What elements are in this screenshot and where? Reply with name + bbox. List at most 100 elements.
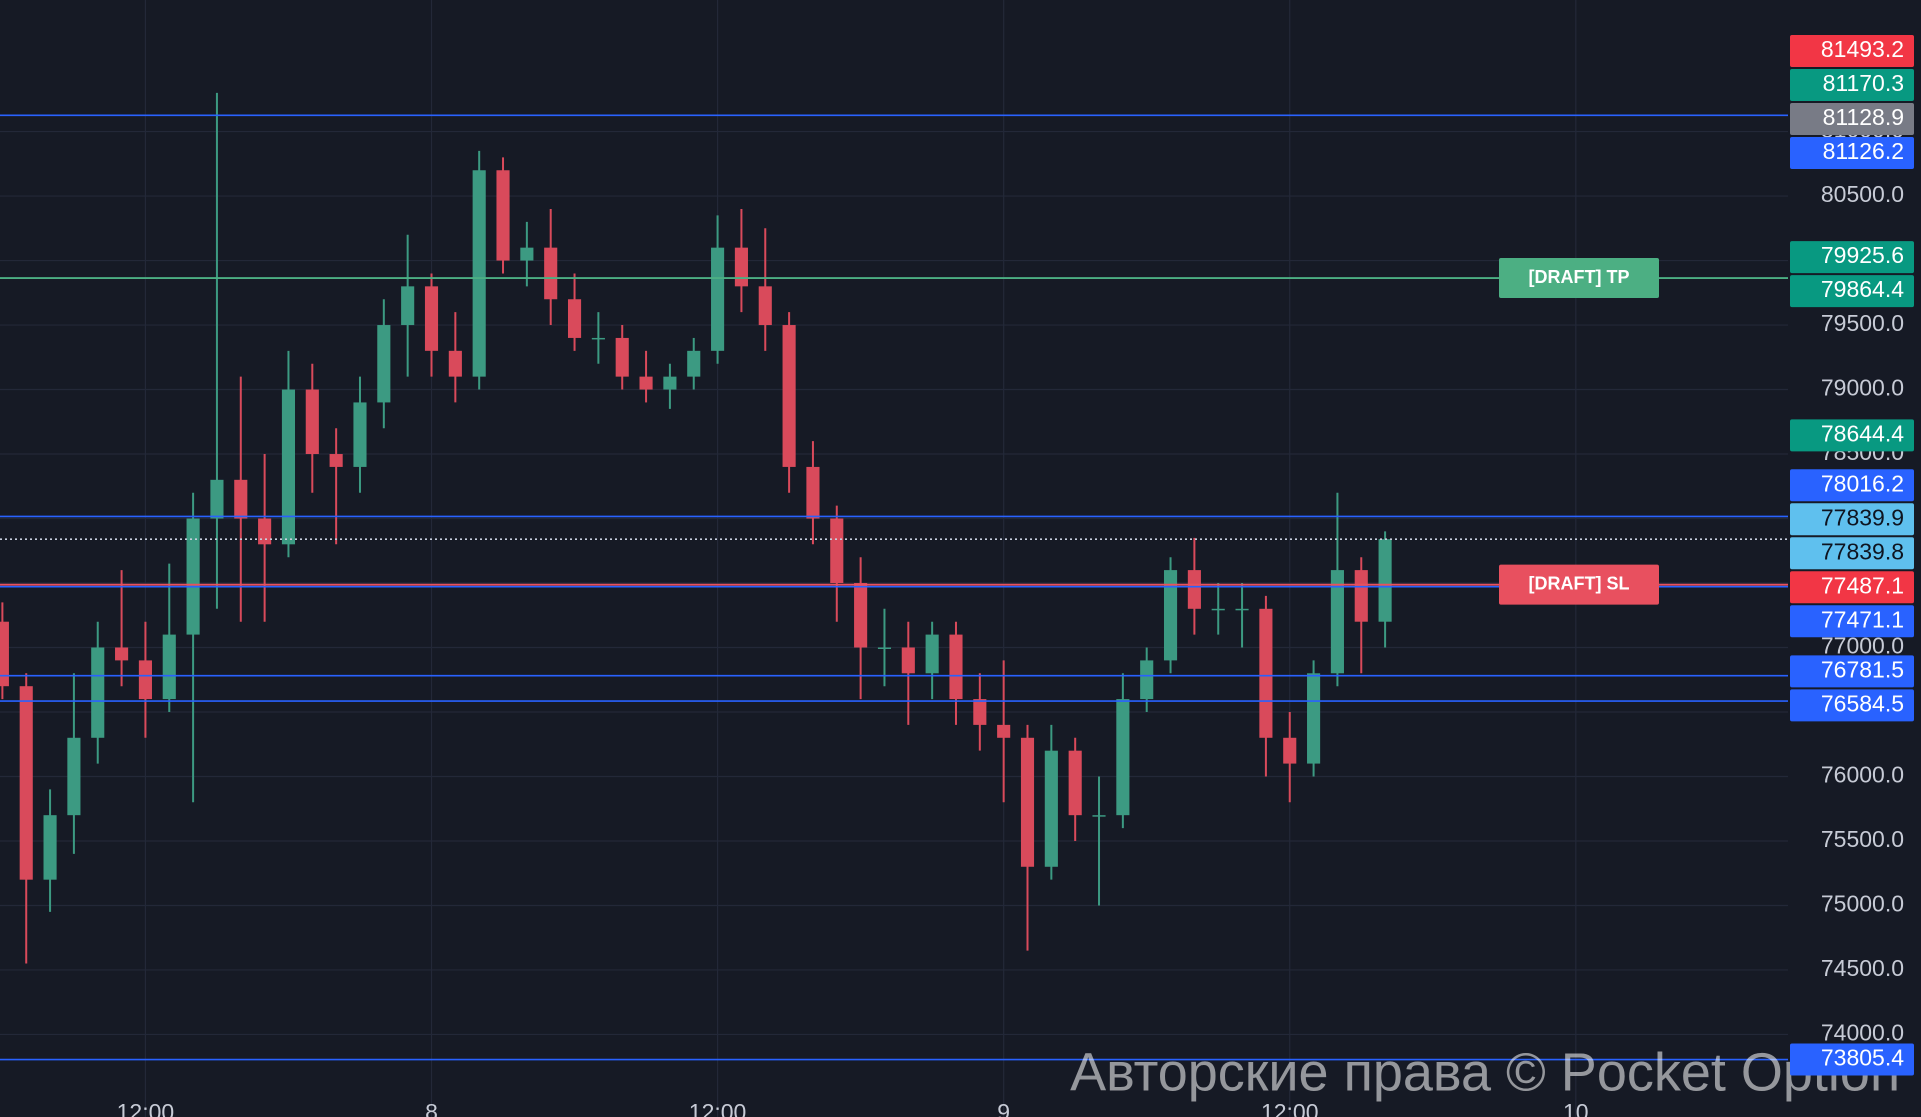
candle-body [520, 247, 534, 261]
candle-body [901, 647, 915, 674]
candle-body [877, 647, 892, 649]
candle-body [258, 518, 272, 545]
price-badge [1790, 571, 1914, 604]
y-tick-label: 75500.0 [1821, 826, 1904, 852]
candle-body [758, 286, 772, 326]
price-badge [1790, 655, 1914, 688]
price-badge-label: 81128.9 [1823, 104, 1904, 130]
candle-body [567, 299, 582, 338]
candle-body [186, 518, 200, 635]
price-badge-label: 73805.4 [1821, 1045, 1904, 1071]
price-badge-label: 79864.4 [1821, 276, 1904, 302]
candle-body [281, 389, 296, 545]
candle-body [1068, 750, 1082, 816]
candle-body [1283, 737, 1297, 764]
candle-body [663, 376, 677, 390]
candle-body [711, 247, 725, 351]
draft-box [1499, 564, 1659, 605]
price-badge [1790, 537, 1914, 570]
price-badge [1790, 503, 1914, 536]
candle-body [1044, 750, 1058, 867]
price-badge-label: 81493.2 [1821, 36, 1904, 62]
y-tick-label: 74000.0 [1821, 1020, 1904, 1046]
candle-body [496, 170, 510, 261]
draft-label: [DRAFT] SL [1529, 573, 1630, 593]
draft-label: [DRAFT] TP [1529, 267, 1630, 287]
price-badge [1790, 68, 1914, 101]
price-badge [1790, 136, 1914, 169]
y-tick-label: 79000.0 [1821, 375, 1904, 401]
price-badge-label: 77839.8 [1821, 538, 1904, 564]
draft-box [1499, 258, 1659, 299]
candle-body [687, 350, 701, 377]
price-badge-label: 78644.4 [1821, 420, 1904, 446]
candle-body [639, 376, 653, 390]
price-badge-label: 76781.5 [1821, 656, 1904, 682]
x-tick-label: 8 [425, 1099, 438, 1117]
x-tick-label: 12:00 [117, 1099, 175, 1117]
candle-body [1116, 699, 1130, 816]
candle-body [854, 583, 868, 648]
x-tick-label: 12:00 [1261, 1099, 1319, 1117]
candle-body [91, 647, 105, 738]
price-badge-label: 81170.3 [1823, 70, 1904, 96]
candle-body [830, 518, 844, 584]
candle-body [0, 621, 9, 687]
candle-body [43, 815, 57, 880]
candle-body [1211, 608, 1225, 611]
candle-body [19, 686, 33, 880]
candle-body [1330, 570, 1344, 674]
candle-body [1140, 660, 1154, 700]
candle-body [734, 247, 748, 287]
candle-body [353, 402, 367, 467]
candle-body [305, 389, 319, 455]
price-badge [1790, 469, 1914, 502]
price-badge [1790, 241, 1914, 274]
price-badge-label: 77471.1 [1821, 606, 1904, 632]
candle-body [782, 325, 796, 467]
y-tick-label: 79500.0 [1821, 310, 1904, 336]
price-badge [1790, 34, 1914, 67]
candle-body [138, 660, 152, 700]
y-tick-label: 74500.0 [1821, 955, 1904, 981]
price-badge-label: 78016.2 [1821, 470, 1904, 496]
price-badge-label: 77839.9 [1821, 504, 1904, 530]
candle-body [472, 170, 486, 377]
candle-body [162, 634, 176, 700]
candle-body [1354, 570, 1368, 622]
y-tick-label: 80500.0 [1821, 181, 1904, 207]
price-badge [1790, 419, 1914, 452]
candle-body [424, 286, 439, 351]
candle-body [67, 737, 81, 816]
y-tick-label: 75000.0 [1821, 891, 1904, 917]
candle-body [1235, 608, 1249, 611]
price-badge [1790, 689, 1914, 722]
candle-body [1092, 815, 1106, 817]
candle-body [448, 350, 462, 377]
candle-body [973, 699, 987, 725]
candle-body [210, 479, 224, 519]
x-tick-label: 10 [1563, 1099, 1589, 1117]
candle-body [949, 634, 963, 700]
candle-body [401, 286, 415, 326]
candle-body [329, 454, 343, 467]
candle-body [1163, 570, 1178, 661]
candle-body [997, 724, 1011, 738]
candle-body [1259, 608, 1273, 738]
candle-body [806, 466, 820, 519]
candle-body [1020, 737, 1035, 867]
price-badge-label: 81126.2 [1823, 138, 1904, 164]
candle-body [925, 634, 939, 674]
candle-body [544, 247, 558, 300]
price-badge-label: 79925.6 [1821, 242, 1904, 268]
price-badge [1790, 102, 1914, 135]
candle-body [1307, 673, 1321, 764]
watermark: Авторские права © Pocket Option [1070, 1042, 1900, 1102]
candle-body [615, 337, 629, 377]
candle-body [1187, 570, 1201, 609]
candle-body [1378, 539, 1392, 622]
price-badge-label: 76584.5 [1821, 690, 1904, 716]
price-badge-label: 77487.1 [1821, 572, 1904, 598]
